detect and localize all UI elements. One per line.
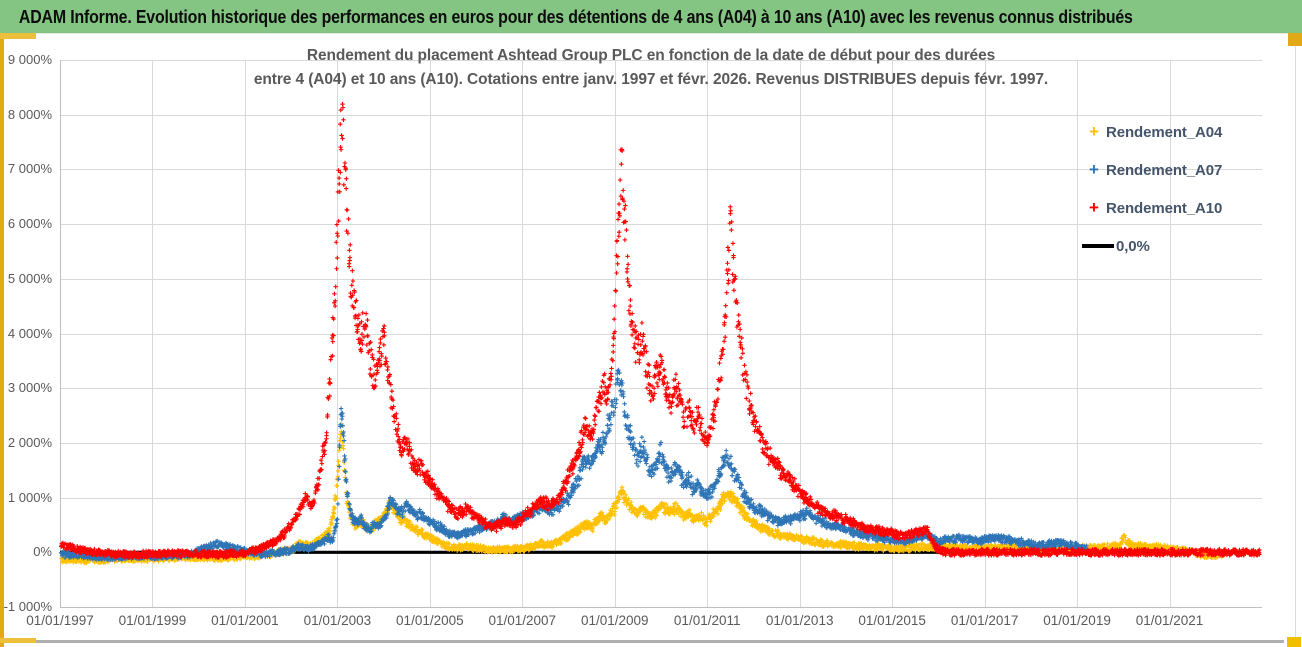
x-axis-label: 01/01/2013 — [765, 613, 834, 628]
legend-item-0-0-[interactable]: 0,0% — [1082, 234, 1282, 258]
x-axis-label: 01/01/2021 — [1135, 613, 1204, 628]
legend-item-rendement-a04[interactable]: + Rendement_A04 — [1082, 120, 1282, 144]
legend-label: Rendement_A10 — [1106, 199, 1223, 217]
x-axis-label: 01/01/2001 — [211, 613, 279, 628]
legend-plus-marker-icon: + — [1089, 122, 1099, 141]
legend-item-rendement-a07[interactable]: + Rendement_A07 — [1082, 158, 1282, 182]
x-axis-label: 01/01/2003 — [303, 613, 372, 628]
x-axis-label: 01/01/1999 — [118, 613, 187, 628]
y-axis-label: 2 000% — [7, 434, 52, 450]
y-axis-label: 0% — [33, 544, 52, 560]
y-axis-label: -1 000% — [3, 599, 52, 614]
y-axis-label: 6 000% — [7, 216, 52, 232]
chart-title: Rendement du placement Ashtead Group PLC… — [46, 44, 1256, 92]
x-axis-label: 01/01/2009 — [580, 613, 649, 628]
y-axis-label: 7 000% — [7, 161, 52, 177]
y-axis-label: 5 000% — [7, 270, 52, 286]
chart-title-line2: entre 4 (A04) et 10 ans (A10). Cotations… — [253, 71, 1049, 88]
x-axis-label: 01/01/2019 — [1043, 613, 1111, 628]
x-axis-label: 01/01/2017 — [950, 613, 1019, 628]
legend-plus-marker-icon: + — [1089, 160, 1099, 179]
y-axis-label: 9 000% — [7, 52, 52, 67]
legend-label: Rendement_A07 — [1106, 161, 1223, 179]
x-axis-label: 01/01/2007 — [488, 613, 557, 628]
y-axis-label: 1 000% — [7, 489, 52, 505]
chart-title-line1: Rendement du placement Ashtead Group PLC… — [306, 47, 996, 64]
legend-item-rendement-a10[interactable]: + Rendement_A10 — [1082, 196, 1282, 220]
x-axis-label: 01/01/1997 — [26, 613, 94, 628]
legend-label: 0,0% — [1116, 237, 1150, 255]
legend[interactable]: + Rendement_A04 + Rendement_A07 + Rendement_A… — [1082, 120, 1282, 272]
x-axis-label: 01/01/2011 — [673, 613, 741, 628]
legend-label: Rendement_A04 — [1106, 123, 1223, 141]
legend-plus-marker-icon: + — [1089, 198, 1099, 217]
x-axis-label: 01/01/2005 — [396, 613, 464, 628]
y-axis-label: 4 000% — [7, 325, 52, 341]
legend-line-marker-icon — [1082, 244, 1114, 248]
y-axis-label: 3 000% — [7, 380, 52, 396]
y-axis-label: 8 000% — [7, 106, 52, 122]
x-axis-label: 01/01/2015 — [858, 613, 926, 628]
